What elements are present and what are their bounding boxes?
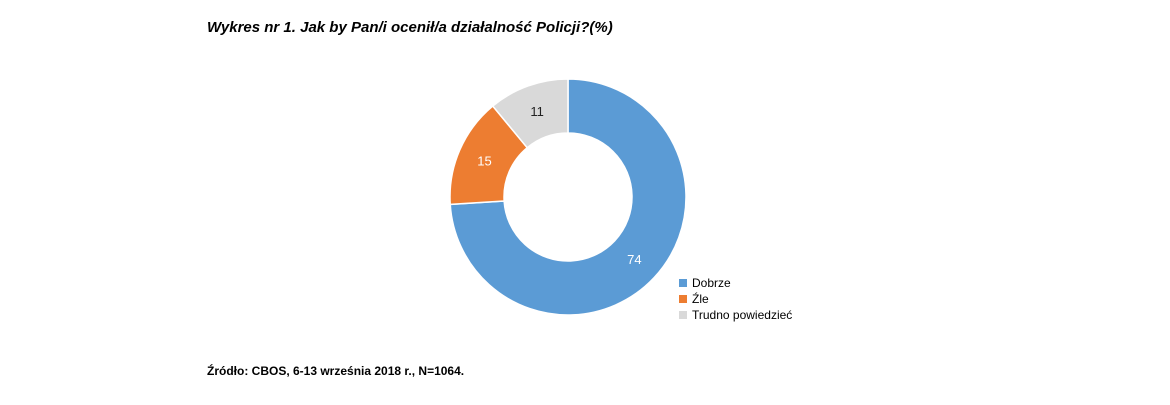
legend-item-zle: Źle <box>679 291 792 307</box>
chart-title: Wykres nr 1. Jak by Pan/i ocenił/a dział… <box>207 19 613 36</box>
legend-label-trudno-powiedziec: Trudno powiedzieć <box>692 308 793 322</box>
donut-slices <box>449 78 687 316</box>
legend-swatch-trudno-powiedziec <box>679 311 687 319</box>
legend-swatch-zle <box>679 295 687 303</box>
donut-data-labels: 74 15 11 <box>477 104 641 267</box>
slice-dobrze <box>449 78 687 316</box>
legend-item-trudno-powiedziec: Trudno powiedzieć <box>679 307 792 323</box>
source-note: Źródło: CBOS, 6-13 września 2018 r., N=1… <box>207 364 465 378</box>
data-label-dobrze: 74 <box>627 252 641 267</box>
legend-item-dobrze: Dobrze <box>679 275 792 291</box>
legend-label-dobrze: Dobrze <box>692 276 731 290</box>
legend-swatch-dobrze <box>679 279 687 287</box>
slice-trudno-powiedziec <box>491 78 569 149</box>
data-label-zle: 15 <box>477 153 491 168</box>
legend-label-zle: Źle <box>692 292 709 306</box>
data-label-trudno-powiedziec: 11 <box>530 104 544 119</box>
chart-legend: Dobrze Źle Trudno powiedzieć <box>679 275 792 323</box>
